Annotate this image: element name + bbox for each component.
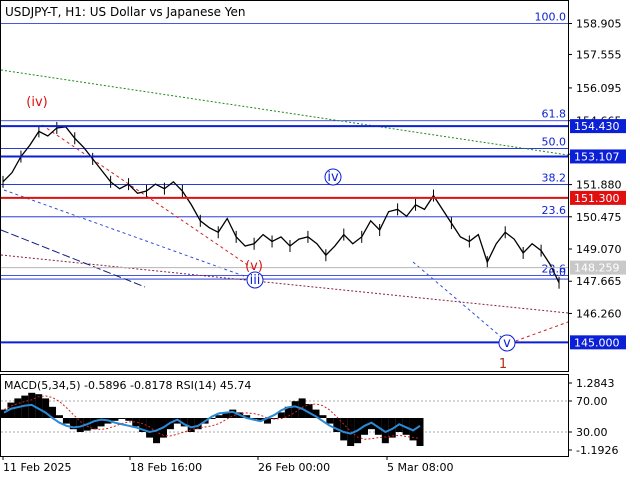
wave-label-circle — [246, 271, 264, 289]
price-tick-label: 158.905 — [576, 18, 622, 31]
wave-label: v — [503, 336, 511, 351]
level-tag-box — [570, 260, 626, 275]
time-tick-label: 11 Feb 2025 — [3, 461, 71, 474]
axis-layer: 158.905157.555156.095154.665153.205151.8… — [2, 18, 626, 474]
wave-label: (iv) — [26, 95, 47, 110]
forecast-path — [412, 261, 508, 343]
macd-bar — [222, 412, 230, 418]
macd-bar — [333, 418, 341, 432]
level-tag-label: 148.259 — [574, 262, 620, 275]
wave-label: (v) — [245, 259, 263, 274]
macd-bar — [49, 406, 57, 418]
macd-bar — [409, 418, 417, 441]
macd-bar — [180, 418, 188, 427]
trend-line-green — [0, 69, 569, 156]
wave-label: 1 — [499, 357, 507, 372]
macd-bar — [229, 409, 237, 418]
macd-bar — [111, 418, 119, 421]
channel-line-blue — [3, 189, 256, 281]
macd-bar — [55, 415, 63, 418]
price-tick-label: 150.475 — [576, 211, 622, 224]
forecast-path-red — [509, 321, 569, 344]
trend-line-maroon — [0, 254, 569, 314]
macd-bar — [208, 418, 216, 419]
time-tick-label: 18 Feb 16:00 — [130, 461, 202, 474]
macd-bar — [291, 401, 299, 418]
macd-bar — [381, 418, 389, 444]
macd-bar — [69, 418, 77, 430]
macd-bar — [125, 418, 133, 421]
macd-bar — [305, 404, 313, 418]
level-tag-label: 154.430 — [574, 120, 620, 133]
macd-bar — [62, 418, 70, 424]
macd-bar — [146, 418, 154, 438]
wave-label-circle — [498, 334, 516, 352]
wave-label-circle — [324, 168, 342, 186]
price-tick-label: 146.260 — [576, 307, 622, 320]
price-tick-label: 157.555 — [576, 48, 622, 61]
macd-bar — [215, 415, 223, 418]
price-layer: 100.061.850.038.223.623.60.0(iv)iv(v)iii… — [0, 11, 569, 372]
time-tick-label: 26 Feb 00:00 — [258, 461, 330, 474]
price-tick-label: 156.095 — [576, 82, 622, 95]
indicator-tick-label: 1.2843 — [576, 377, 615, 390]
fib-level-label: 61.8 — [542, 108, 567, 121]
macd-bar — [277, 412, 285, 418]
macd-bar — [35, 394, 43, 418]
indicator-title: MACD(5,34,5) -0.5896 -0.8178 RSI(14) 45.… — [4, 379, 251, 392]
macd-bar — [250, 418, 258, 419]
price-tick-label: 149.070 — [576, 243, 622, 256]
level-tag-box — [570, 149, 626, 164]
fib-level-label: 23.6 — [542, 204, 567, 217]
macd-bar — [326, 418, 334, 424]
level-tag-label: 145.000 — [574, 336, 620, 349]
time-tick-label: 5 Mar 08:00 — [387, 461, 453, 474]
macd-bar — [270, 418, 278, 419]
macd-bar — [187, 418, 195, 432]
level-tag-label: 151.300 — [574, 192, 620, 205]
price-tick-label: 151.880 — [576, 179, 622, 192]
macd-bar — [76, 418, 84, 432]
macd-bar — [194, 418, 202, 430]
level-tag-box — [570, 335, 626, 350]
indicator-layer — [0, 392, 568, 446]
fib-level-label: 50.0 — [542, 136, 567, 149]
trend-line-navy — [0, 229, 146, 288]
macd-bar — [132, 418, 140, 427]
level-tag-box — [570, 190, 626, 205]
macd-bar — [263, 418, 271, 424]
rsi-line — [3, 403, 421, 435]
indicator-tick-label: -1.1926 — [576, 444, 618, 457]
macd-bar — [284, 406, 292, 418]
fib-level-label: 38.2 — [542, 172, 567, 185]
indicator-tick-label: 30.00 — [576, 426, 608, 439]
chart-title: USDJPY-T, H1: US Dollar vs Japanese Yen — [5, 5, 246, 19]
macd-bar — [42, 398, 50, 418]
wave-label: iii — [250, 273, 261, 288]
macd-bar — [21, 395, 29, 418]
macd-bar — [97, 418, 105, 427]
price-line — [2, 126, 560, 284]
macd-bar — [243, 415, 251, 418]
level-tag-label: 153.107 — [574, 150, 620, 163]
price-tick-label: 147.665 — [576, 275, 622, 288]
macd-bar — [90, 418, 98, 430]
indicator-tick-label: 70.00 — [576, 395, 608, 408]
fib-level-label: 100.0 — [535, 11, 567, 24]
macd-bar — [416, 418, 424, 446]
macd-bar — [340, 418, 348, 441]
wave-label: iv — [327, 170, 339, 185]
price-panel-frame — [0, 0, 569, 372]
macd-bar — [312, 409, 320, 418]
macd-bar — [0, 409, 8, 418]
macd-bar — [139, 418, 147, 432]
level-tag-box — [570, 119, 626, 134]
macd-bar — [118, 418, 126, 419]
fib-level-label: 23.6 — [542, 262, 567, 275]
macd-bar — [319, 415, 327, 418]
macd-bar — [257, 418, 265, 421]
macd-bar — [7, 402, 15, 418]
